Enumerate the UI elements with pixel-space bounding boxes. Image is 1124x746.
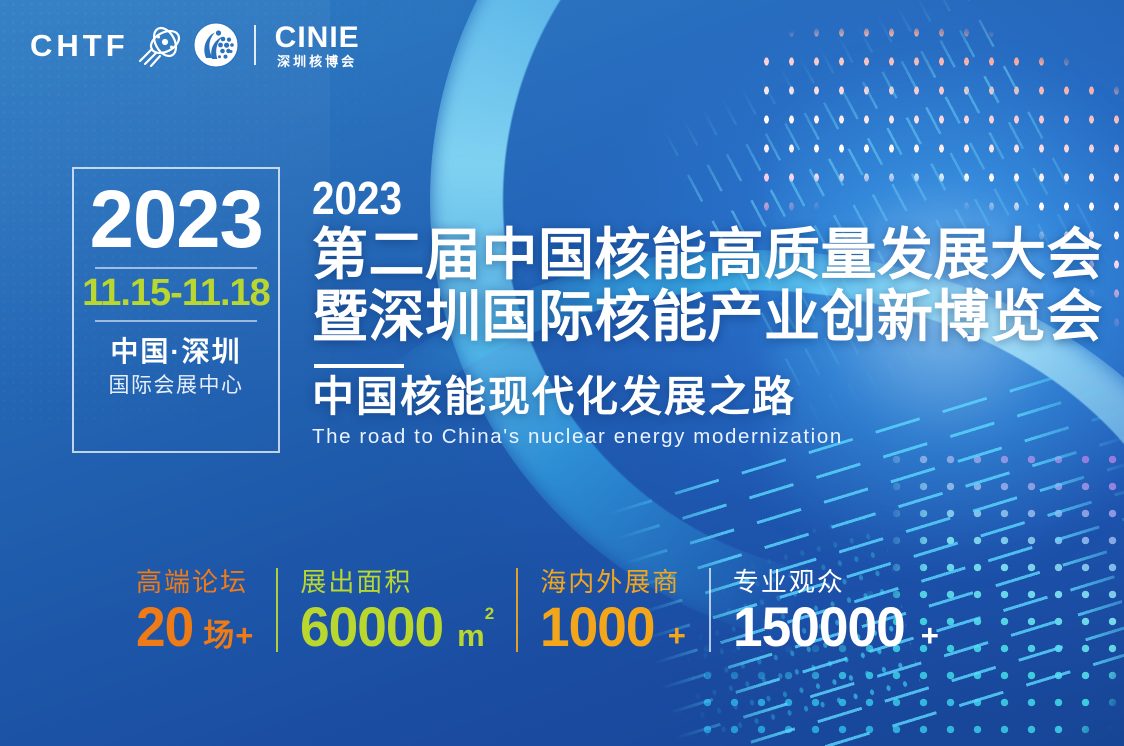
stat-label: 专业观众: [732, 567, 845, 598]
stat-label: 高端论坛: [136, 567, 249, 598]
datebox-venue: 国际会展中心: [108, 373, 244, 397]
stat-value: 150000 +: [732, 595, 940, 659]
logo-divider: [253, 25, 256, 65]
stat-value: 20 场+: [136, 595, 255, 659]
stat-label: 展出面积: [300, 567, 413, 598]
chtf-wordmark: CHTF: [30, 27, 129, 63]
title-line-2: 暨深圳国际核能产业创新博览会: [312, 285, 1103, 349]
cinie-lockup: CINIE 深圳核博会: [274, 20, 360, 69]
stat-unit: m2: [457, 605, 494, 654]
cinie-wordmark: CINIE: [274, 20, 360, 54]
stat-label: 海内外展商: [540, 567, 681, 598]
stat-exhibition-area: 展出面积 60000 m2: [278, 567, 516, 659]
stat-divider-3: [708, 568, 711, 652]
subtitle-rule: [314, 363, 404, 368]
stat-number: 60000: [300, 595, 444, 659]
stat-unit: +: [920, 618, 940, 654]
stat-unit: 场+: [203, 618, 255, 654]
subtitle-chinese: 中国核能现代化发展之路: [312, 372, 797, 420]
globe-emblem-icon: [193, 22, 239, 68]
logo-bar: CHTF: [30, 22, 360, 68]
datebox-rule-bottom: [95, 319, 257, 322]
stat-number: 20: [136, 595, 194, 659]
atom-swoosh-icon: [138, 23, 184, 68]
stat-value: 1000 +: [540, 595, 687, 659]
stat-unit: +: [667, 618, 687, 654]
subtitle-english: The road to China's nuclear energy moder…: [312, 425, 843, 449]
stat-divider-1: [276, 568, 279, 652]
stat-divider-2: [516, 568, 519, 652]
datebox-city: 中国·深圳: [110, 335, 242, 367]
title-line-1: 第二届中国核能高质量发展大会: [312, 223, 1103, 286]
stat-forums: 高端论坛 20 场+: [128, 567, 276, 659]
cinie-chinese-name: 深圳核博会: [277, 53, 358, 69]
title-year: 2023: [312, 172, 403, 224]
stat-visitors: 专业观众 150000 +: [711, 567, 962, 659]
stat-unit-base: m: [457, 618, 485, 654]
datebox-date-range: 11.15-11.18: [82, 271, 271, 314]
stat-value: 60000 m2: [300, 595, 494, 659]
datebox-year: 2023: [89, 174, 263, 265]
date-venue-box: 2023 11.15-11.18 中国·深圳 国际会展中心: [72, 167, 280, 453]
stat-exhibitors: 海内外展商 1000 +: [518, 567, 709, 659]
stat-unit-superscript: 2: [484, 603, 495, 623]
datebox-rule-top: [95, 266, 257, 269]
stats-row: 高端论坛 20 场+ 展出面积 60000 m2 海内外展商 1000 + 专业…: [128, 552, 962, 654]
title-block: 2023 第二届中国核能高质量发展大会 暨深圳国际核能产业创新博览会 中国核能现…: [312, 172, 1103, 449]
stat-number: 1000: [540, 595, 655, 659]
stat-number: 150000: [732, 595, 906, 659]
